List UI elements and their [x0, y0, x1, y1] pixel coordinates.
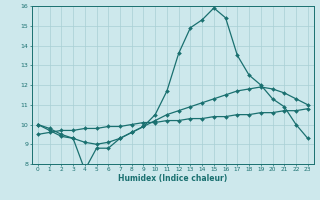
- X-axis label: Humidex (Indice chaleur): Humidex (Indice chaleur): [118, 174, 228, 183]
